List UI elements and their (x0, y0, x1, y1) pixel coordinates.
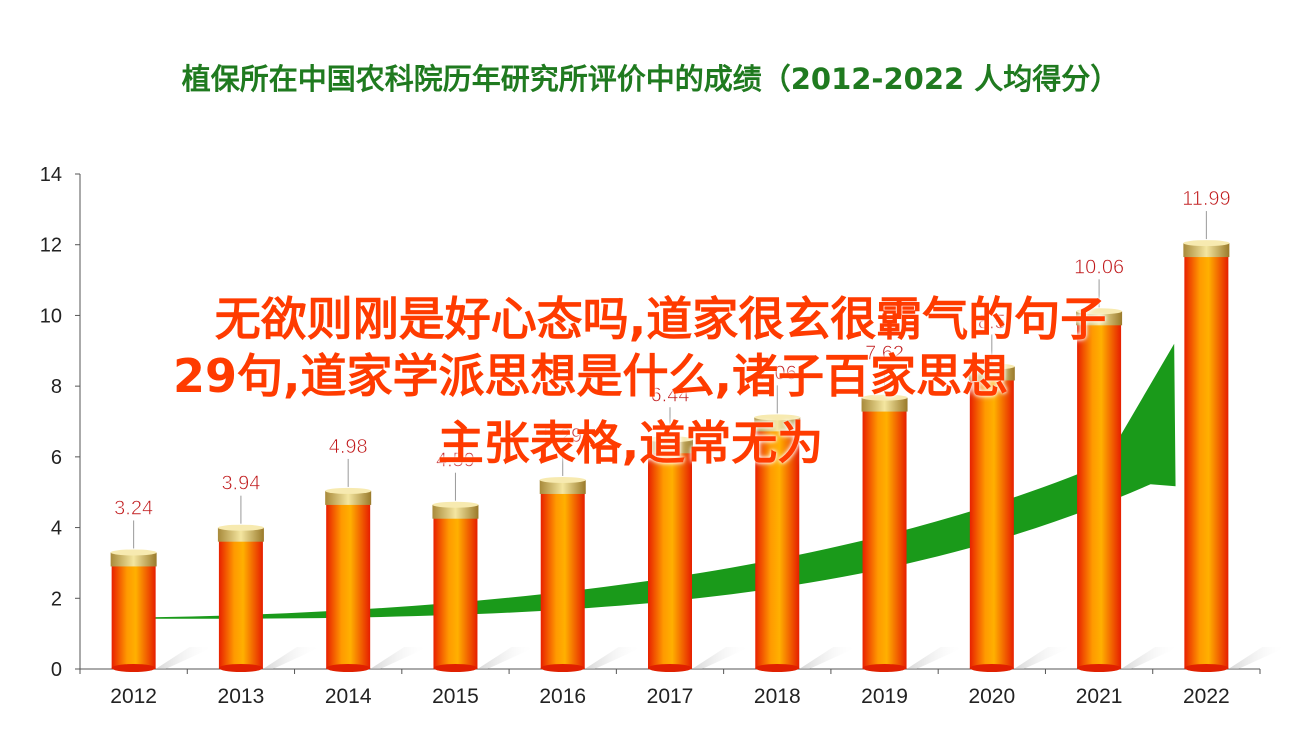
bar-cap (754, 417, 801, 432)
y-tick-label: 14 (40, 164, 62, 186)
bar-shadow (906, 647, 965, 669)
x-tick-label: 2021 (1076, 685, 1123, 708)
bar-cap-top (432, 501, 479, 508)
bar-shadow (262, 647, 321, 669)
value-label: 11.99 (1182, 188, 1231, 210)
value-label: 4.59 (436, 450, 475, 472)
value-label: 3.94 (221, 473, 260, 495)
bar-shadow (370, 647, 429, 669)
bar-cap (110, 552, 157, 567)
x-tick-label: 2013 (218, 685, 265, 708)
x-tick-label: 2020 (968, 685, 1015, 708)
x-tick-label: 2019 (861, 685, 908, 708)
bar-cap-top (1183, 240, 1230, 247)
value-label: 8.5 (978, 311, 1006, 333)
x-tick-label: 2018 (754, 685, 801, 708)
bar-shadow (799, 647, 858, 669)
bar (648, 447, 692, 669)
bar-shadow (584, 647, 643, 669)
overlay-text-line3: 主张表格,道常无为 (437, 416, 824, 470)
y-tick-label: 2 (51, 588, 62, 610)
bar-cap (968, 366, 1015, 381)
bar-shadow (477, 647, 536, 669)
bar-cap (1076, 311, 1123, 326)
bar (969, 374, 1014, 669)
bar-cap (861, 397, 908, 412)
y-tick-label: 12 (40, 235, 62, 257)
bar-cap-top (968, 363, 1015, 370)
bar-cap-top (539, 476, 586, 483)
bar-base (1077, 664, 1122, 672)
y-tick-label: 4 (51, 518, 62, 540)
x-tick-label: 2012 (110, 685, 157, 708)
x-tick-label: 2017 (647, 685, 694, 708)
bar-cap-top (754, 414, 801, 421)
bar-cap-top (325, 487, 372, 494)
bar-shadow (155, 647, 214, 669)
bar-base (540, 664, 585, 672)
bar (326, 498, 371, 669)
bar (755, 425, 800, 669)
bar (862, 405, 907, 669)
bar-shadow (1121, 647, 1180, 669)
bar-base (218, 664, 263, 672)
x-tick-label: 2016 (539, 685, 586, 708)
bar-cap-top (1076, 308, 1123, 315)
bar (540, 487, 585, 669)
value-label: 5.29 (543, 425, 582, 447)
bar-cap (325, 490, 372, 505)
bar (1184, 251, 1229, 669)
x-tick-label: 2022 (1183, 685, 1230, 708)
bar-shadow (1013, 647, 1072, 669)
value-label: 7.62 (865, 343, 904, 365)
bar (111, 560, 156, 669)
bar-base (969, 664, 1014, 672)
value-label: 4.98 (329, 436, 368, 458)
bar-base (111, 664, 156, 672)
bar-cap-top (110, 549, 157, 556)
x-tick-label: 2015 (432, 685, 479, 708)
value-label: 6.44 (651, 384, 690, 406)
bar-base (755, 664, 800, 672)
y-tick-label: 6 (51, 447, 62, 469)
value-label: 7.06 (758, 362, 797, 384)
overlay-text-line2: 29句,道家学派思想是什么,诸子百家思想 (173, 349, 1008, 403)
bar-cap (432, 504, 479, 519)
y-tick-label: 8 (51, 376, 62, 398)
bar-shadow (692, 647, 750, 669)
value-label: 10.06 (1074, 256, 1124, 278)
bar-base (433, 664, 478, 672)
bar-shadow (1228, 647, 1287, 669)
bar-cap (539, 479, 586, 494)
bar-cap-top (647, 436, 693, 443)
value-label: 3.24 (114, 497, 153, 519)
bar-cap (647, 439, 693, 454)
bar-base (326, 664, 371, 672)
bar-cap (217, 527, 264, 542)
bar-cap (1183, 243, 1230, 258)
chart-title: 植保所在中国农科院历年研究所评价中的成绩（2012-2022 人均得分） (181, 62, 1120, 96)
trend-arrow (123, 343, 1176, 619)
bar-base (862, 664, 907, 672)
overlay-text-line1: 无欲则刚是好心态吗,道家很玄很霸气的句子 (214, 292, 1107, 346)
y-tick-label: 10 (40, 305, 62, 327)
x-tick-label: 2014 (325, 685, 372, 708)
bar-cap-top (861, 394, 908, 401)
bar (218, 535, 263, 669)
bar-cap-top (217, 524, 264, 531)
bar (433, 512, 478, 669)
bar-base (1184, 664, 1229, 672)
bar (1077, 319, 1122, 669)
y-tick-label: 0 (51, 659, 62, 681)
bar-base (648, 664, 692, 672)
